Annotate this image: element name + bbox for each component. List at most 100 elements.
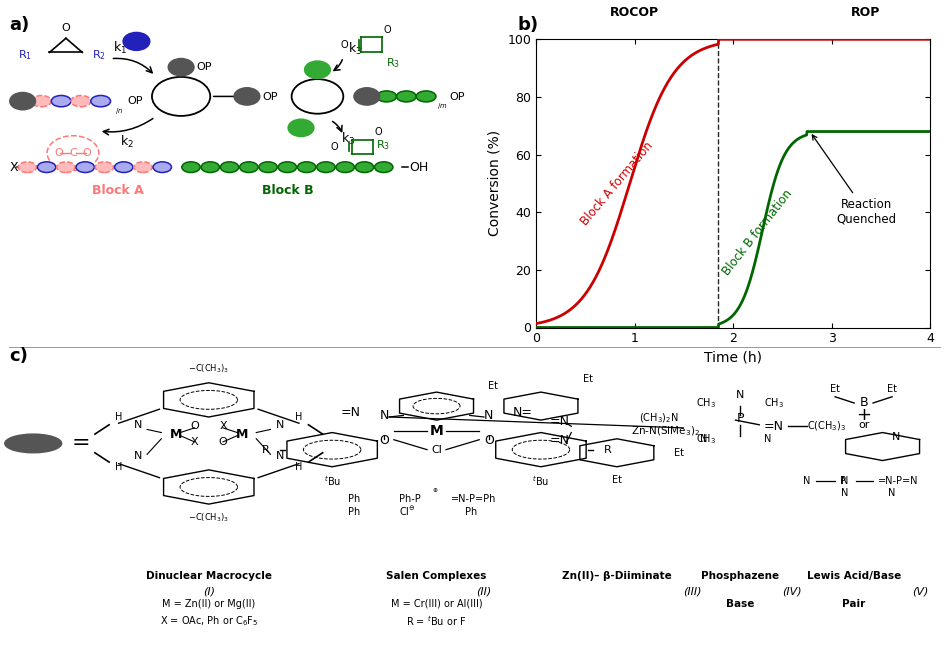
- Text: R$_1$: R$_1$: [18, 48, 32, 62]
- Text: Block A formation: Block A formation: [578, 139, 656, 228]
- Text: =N-P=Ph: =N-P=Ph: [451, 495, 496, 504]
- Text: c): c): [9, 347, 28, 365]
- Text: b): b): [517, 16, 538, 34]
- Text: Block B: Block B: [262, 183, 313, 196]
- Text: Cl$^⊖$: Cl$^⊖$: [399, 506, 416, 519]
- Text: Pair: Pair: [843, 599, 865, 609]
- Text: Et: Et: [674, 448, 684, 458]
- Text: X: X: [191, 437, 198, 447]
- Ellipse shape: [297, 162, 316, 172]
- Circle shape: [354, 88, 380, 105]
- Text: Zn-N(SiMe$_3$)$_2$: Zn-N(SiMe$_3$)$_2$: [631, 424, 700, 438]
- Text: ROCOP: ROCOP: [160, 92, 201, 102]
- Text: Et: Et: [584, 374, 593, 384]
- Text: N: N: [841, 488, 848, 498]
- Ellipse shape: [91, 96, 111, 107]
- Text: O: O: [83, 148, 91, 158]
- Circle shape: [234, 88, 260, 105]
- Text: M: M: [169, 428, 182, 441]
- Text: CH$_3$: CH$_3$: [697, 432, 716, 445]
- Text: k$_2$: k$_2$: [121, 134, 134, 150]
- Circle shape: [288, 119, 314, 136]
- Ellipse shape: [397, 91, 417, 102]
- Text: $_{/n}$: $_{/n}$: [115, 107, 123, 117]
- Text: X: X: [219, 421, 227, 432]
- Ellipse shape: [18, 162, 36, 172]
- Text: =N: =N: [764, 420, 784, 433]
- Text: OP: OP: [127, 96, 142, 106]
- Text: +: +: [856, 407, 871, 424]
- Text: CH$_3$: CH$_3$: [764, 396, 784, 410]
- Text: R: R: [262, 445, 270, 455]
- Text: Et: Et: [489, 381, 498, 390]
- Text: =: =: [71, 434, 90, 453]
- Text: Ph-P: Ph-P: [399, 495, 420, 504]
- Text: (IV): (IV): [783, 587, 802, 597]
- Text: Block B formation: Block B formation: [720, 187, 795, 278]
- Ellipse shape: [355, 162, 374, 172]
- Text: OP: OP: [449, 92, 465, 102]
- Ellipse shape: [76, 162, 94, 172]
- Text: X = OAc, Ph or C$_6$F$_5$: X = OAc, Ph or C$_6$F$_5$: [159, 614, 258, 628]
- Ellipse shape: [37, 162, 56, 172]
- Text: OP: OP: [263, 92, 278, 102]
- Text: $^t$Bu: $^t$Bu: [532, 474, 549, 489]
- Text: Phosphazene: Phosphazene: [701, 571, 779, 581]
- Ellipse shape: [153, 162, 172, 172]
- Text: N: N: [736, 390, 744, 400]
- Text: M = Zn(II) or Mg(II): M = Zn(II) or Mg(II): [162, 599, 255, 609]
- Circle shape: [305, 61, 330, 78]
- Text: (III): (III): [683, 587, 702, 597]
- Text: N: N: [764, 434, 772, 444]
- Text: OH: OH: [409, 160, 428, 174]
- X-axis label: Time (h): Time (h): [704, 351, 762, 365]
- Text: N: N: [888, 488, 896, 498]
- Text: (II): (II): [476, 587, 492, 597]
- Ellipse shape: [51, 96, 71, 107]
- Text: $^⊕$: $^⊕$: [432, 487, 438, 496]
- Text: O: O: [331, 141, 339, 152]
- Text: O: O: [383, 25, 391, 35]
- Ellipse shape: [71, 96, 91, 107]
- Text: $_{/m}$: $_{/m}$: [437, 102, 448, 113]
- Text: 'Switch'
in mechanism: 'Switch' in mechanism: [699, 0, 787, 2]
- Text: O: O: [484, 434, 493, 447]
- Text: k$_1$: k$_1$: [113, 39, 127, 56]
- Text: N: N: [803, 476, 810, 486]
- Text: OP: OP: [196, 62, 213, 73]
- Text: H: H: [295, 412, 303, 422]
- Text: P: P: [736, 412, 744, 425]
- Circle shape: [9, 92, 35, 109]
- Text: N: N: [841, 476, 848, 486]
- Ellipse shape: [220, 162, 239, 172]
- Text: N: N: [699, 434, 707, 444]
- Circle shape: [168, 59, 194, 76]
- Text: M: M: [430, 424, 443, 438]
- Ellipse shape: [31, 96, 51, 107]
- Text: CH$_3$: CH$_3$: [697, 396, 716, 410]
- Text: k$_3$: k$_3$: [341, 131, 355, 147]
- Text: a): a): [9, 16, 29, 34]
- Text: Ph: Ph: [348, 507, 361, 517]
- Text: ROP: ROP: [306, 92, 329, 102]
- Ellipse shape: [375, 162, 393, 172]
- Text: R$_3$: R$_3$: [386, 56, 400, 70]
- Text: R: R: [604, 445, 611, 455]
- Text: P: P: [840, 476, 846, 486]
- Text: ROCOP: ROCOP: [610, 6, 660, 19]
- Text: N: N: [134, 451, 141, 461]
- Text: Ph: Ph: [465, 507, 477, 517]
- Text: Salen Complexes: Salen Complexes: [386, 571, 487, 581]
- Text: Et: Et: [612, 474, 622, 485]
- Ellipse shape: [377, 91, 397, 102]
- Text: M: M: [235, 428, 249, 441]
- Text: $^t$Bu: $^t$Bu: [324, 474, 341, 489]
- Text: k$_3$: k$_3$: [348, 41, 363, 57]
- Text: M = Cr(III) or Al(III): M = Cr(III) or Al(III): [391, 599, 482, 609]
- Y-axis label: Conversion (%): Conversion (%): [488, 130, 502, 236]
- Circle shape: [123, 33, 150, 50]
- Text: (I): (I): [203, 587, 214, 597]
- Text: $-$C(CH$_3$)$_3$: $-$C(CH$_3$)$_3$: [188, 512, 230, 525]
- Ellipse shape: [240, 162, 258, 172]
- Text: =N-P=N: =N-P=N: [878, 476, 919, 486]
